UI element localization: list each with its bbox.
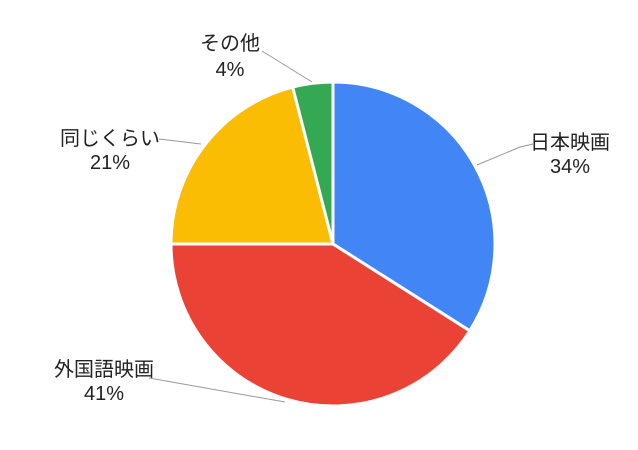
svg-text:34%: 34% <box>550 156 590 178</box>
svg-text:同じくらい: 同じくらい <box>60 128 160 150</box>
svg-text:4%: 4% <box>216 59 245 81</box>
svg-text:日本映画: 日本映画 <box>530 131 610 154</box>
svg-text:外国語映画: 外国語映画 <box>54 358 154 381</box>
svg-text:その他: その他 <box>200 32 260 55</box>
svg-text:41%: 41% <box>84 383 124 405</box>
svg-text:21%: 21% <box>90 152 130 174</box>
